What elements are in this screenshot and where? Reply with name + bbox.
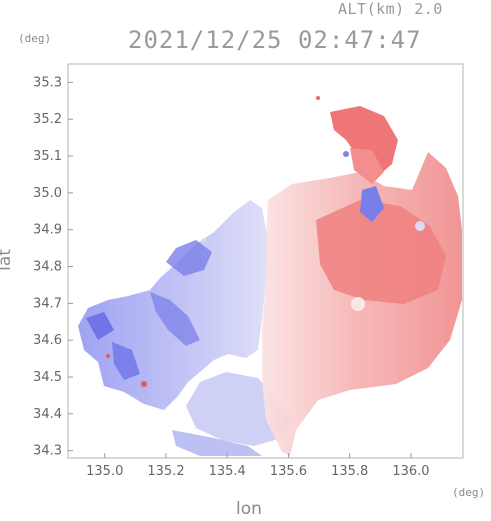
x-axis-ticks: 135.0 135.2 135.4 135.6 135.8 136.0: [86, 453, 430, 479]
y-tick-label: 34.6: [33, 333, 62, 348]
y-axis-label: lat: [0, 249, 15, 271]
y-tick-label: 35.3: [33, 75, 62, 90]
altitude-label: ALT(km) 2.0: [338, 0, 443, 18]
x-axis-label: lon: [236, 499, 262, 519]
x-tick-label: 135.4: [209, 464, 246, 479]
plot-frame: [67, 63, 464, 459]
x-tick-label: 135.6: [270, 464, 307, 479]
doppler-echo-west: [78, 200, 292, 456]
timestamp-title: 2021/12/25 02:47:47: [128, 26, 422, 54]
doppler-echo-east: [262, 96, 462, 456]
x-tick-label: 136.0: [392, 464, 429, 479]
y-tick-label: 34.7: [33, 296, 62, 311]
y-axis-ticks: 35.3 35.2 35.1 35.0 34.9 34.8 34.7 34.6 34.5 34.4…: [33, 75, 73, 459]
x-axis-unit: (deg): [452, 486, 486, 499]
y-tick-label: 34.9: [33, 223, 62, 238]
y-tick-label: 34.4: [33, 407, 62, 422]
y-tick-label: 35.2: [33, 112, 62, 127]
x-tick-label: 135.2: [147, 464, 184, 479]
y-tick-label: 35.0: [33, 186, 62, 201]
y-tick-label: 34.5: [33, 370, 62, 385]
x-tick-label: 135.0: [86, 464, 123, 479]
x-tick-label: 135.8: [331, 464, 368, 479]
y-tick-label: 34.3: [33, 444, 62, 459]
y-tick-label: 35.1: [33, 149, 62, 164]
y-tick-label: 34.8: [33, 260, 62, 275]
y-axis-unit: (deg): [18, 32, 52, 45]
